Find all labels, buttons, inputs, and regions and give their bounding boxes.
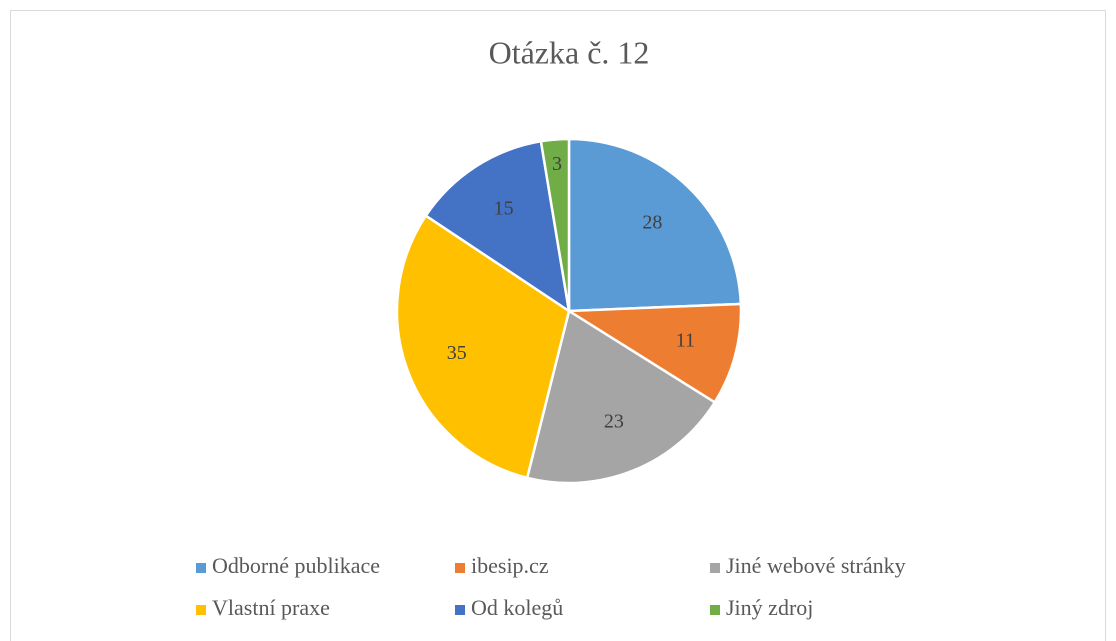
data-label: 35 — [447, 342, 467, 364]
data-label: 11 — [676, 329, 695, 351]
data-label: 28 — [642, 212, 662, 234]
legend-swatch — [455, 605, 465, 615]
legend-label: Jiné webové stránky — [726, 553, 906, 578]
data-label: 3 — [552, 153, 562, 175]
legend-label: ibesip.cz — [471, 553, 549, 578]
legend-swatch — [455, 563, 465, 573]
legend-swatch — [196, 563, 206, 573]
pie-slice — [539, 137, 571, 312]
legend-swatch — [710, 605, 720, 615]
legend-label: Jiný zdroj — [726, 595, 813, 620]
legend-swatch — [710, 563, 720, 573]
pie-slice — [424, 139, 571, 314]
pie-slice — [567, 137, 743, 313]
legend-label: Odborné publikace — [212, 553, 380, 578]
chart-title: Otázka č. 12 — [489, 34, 650, 70]
legend-label: Vlastní praxe — [212, 595, 330, 620]
pie-slice — [564, 302, 743, 405]
pie-slice — [525, 309, 717, 485]
legend-label: Od kolegů — [471, 595, 563, 620]
data-label: 15 — [494, 197, 514, 219]
pie-slice — [395, 213, 571, 480]
data-label: 23 — [604, 410, 624, 432]
legend-swatch — [196, 605, 206, 615]
